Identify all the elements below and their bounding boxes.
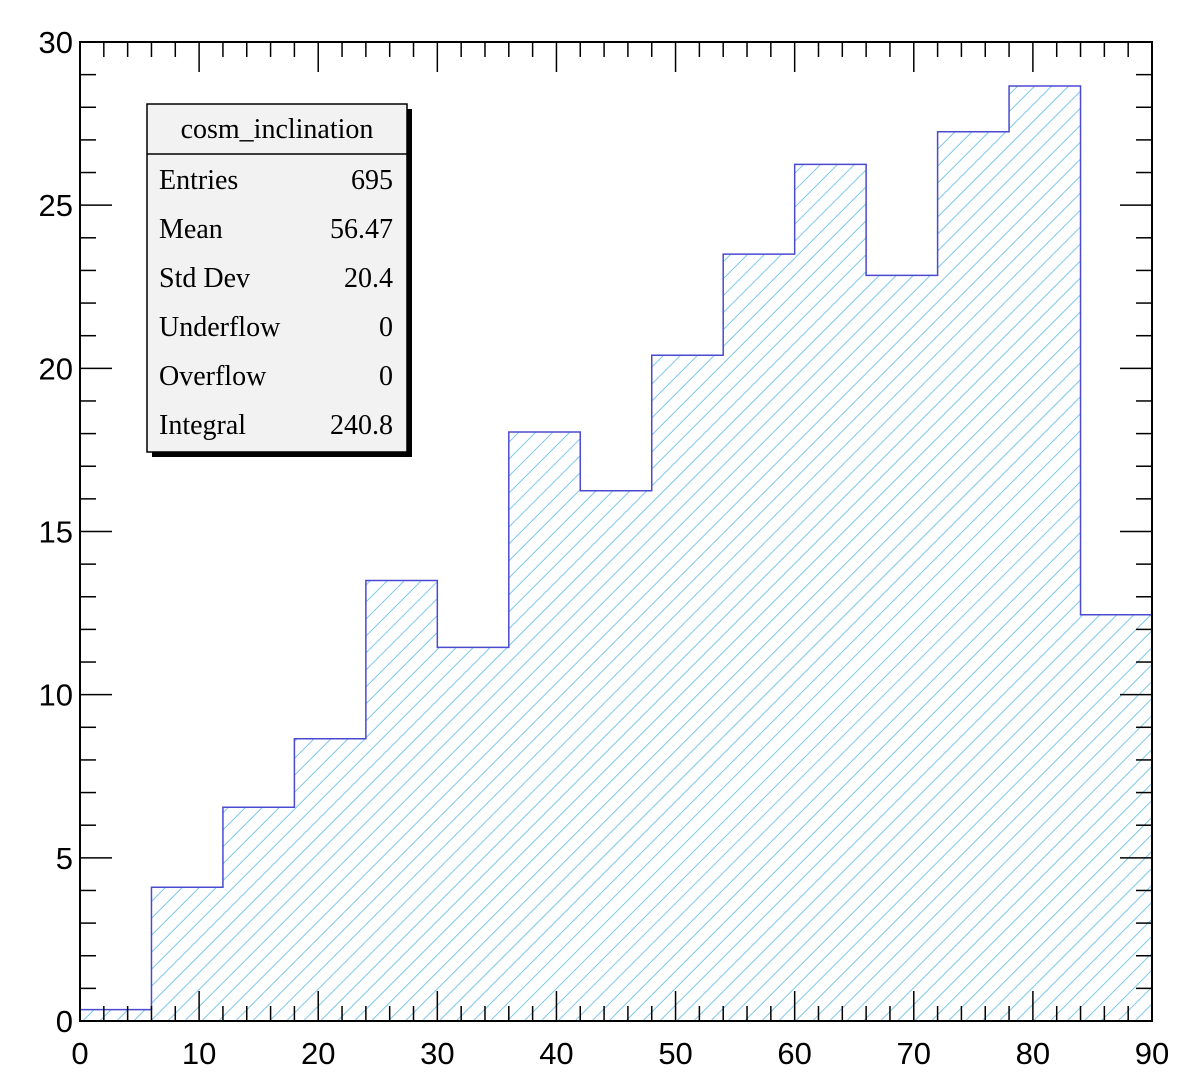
histogram-bin-14 <box>1009 86 1081 1022</box>
stats-row-label: Underflow <box>159 312 281 343</box>
x-tick-label: 80 <box>1016 1036 1050 1071</box>
stats-box-background <box>146 103 408 453</box>
y-tick-label: 10 <box>39 678 73 713</box>
histogram-bin-3 <box>222 807 295 1021</box>
histogram-bin-10 <box>723 254 795 1021</box>
y-tick-label: 25 <box>39 188 73 223</box>
stats-row-value: 56.47 <box>330 214 393 245</box>
histogram-bin-5 <box>365 580 438 1021</box>
stats-row-value: 240.8 <box>330 410 393 441</box>
stats-row-label: Std Dev <box>159 263 250 294</box>
stats-row-value: 695 <box>351 165 393 196</box>
plot-frame <box>79 41 1153 1022</box>
stats-row-label: Overflow <box>159 361 267 392</box>
histogram-bin-7 <box>508 431 581 1021</box>
x-tick-label: 50 <box>658 1036 692 1071</box>
stats-row-value: 20.4 <box>344 263 393 294</box>
histogram-bars <box>80 86 1152 1022</box>
stats-row-value: 0 <box>379 312 393 343</box>
histogram-bin-15 <box>1080 614 1152 1021</box>
x-tick-label: 90 <box>1135 1036 1169 1071</box>
x-tick-label: 70 <box>897 1036 931 1071</box>
histogram-bin-2 <box>151 887 223 1021</box>
y-axis-tick-labels: 0 5 10 15 20 25 30 <box>39 25 73 1039</box>
histogram-bin-12 <box>866 275 938 1021</box>
x-tick-label: 40 <box>539 1036 573 1071</box>
y-tick-label: 30 <box>39 25 73 60</box>
y-tick-label: 15 <box>39 515 73 550</box>
stats-box-title: cosm_inclination <box>181 114 374 145</box>
x-tick-label: 10 <box>182 1036 216 1071</box>
histogram-bin-6 <box>437 647 509 1021</box>
stats-row-label: Integral <box>159 410 246 441</box>
histogram-bin-4 <box>294 738 366 1021</box>
x-tick-label: 20 <box>301 1036 335 1071</box>
y-tick-label: 0 <box>56 1004 73 1039</box>
x-tick-label: 0 <box>71 1036 88 1071</box>
histogram-bin-11 <box>794 164 867 1021</box>
histogram-bin-13 <box>937 131 1010 1021</box>
histogram-outline <box>79 85 1153 1021</box>
stats-row-label: Entries <box>159 165 238 196</box>
stats-row-value: 0 <box>379 361 393 392</box>
histogram-bin-9 <box>651 355 724 1021</box>
histogram-bin-1 <box>80 1009 152 1021</box>
x-tick-label: 60 <box>777 1036 811 1071</box>
y-tick-label: 5 <box>56 841 73 876</box>
stats-box: cosm_inclination Entries 695 Mean 56.47 Std D… <box>146 103 412 457</box>
histogram-bin-8 <box>580 490 652 1021</box>
stats-row-label: Mean <box>159 214 223 245</box>
y-tick-label: 20 <box>39 351 73 386</box>
axis-ticks <box>79 41 1153 1022</box>
x-tick-label: 30 <box>420 1036 454 1071</box>
x-axis-tick-labels: 0 10 20 30 40 50 60 70 80 90 <box>71 1036 1169 1071</box>
